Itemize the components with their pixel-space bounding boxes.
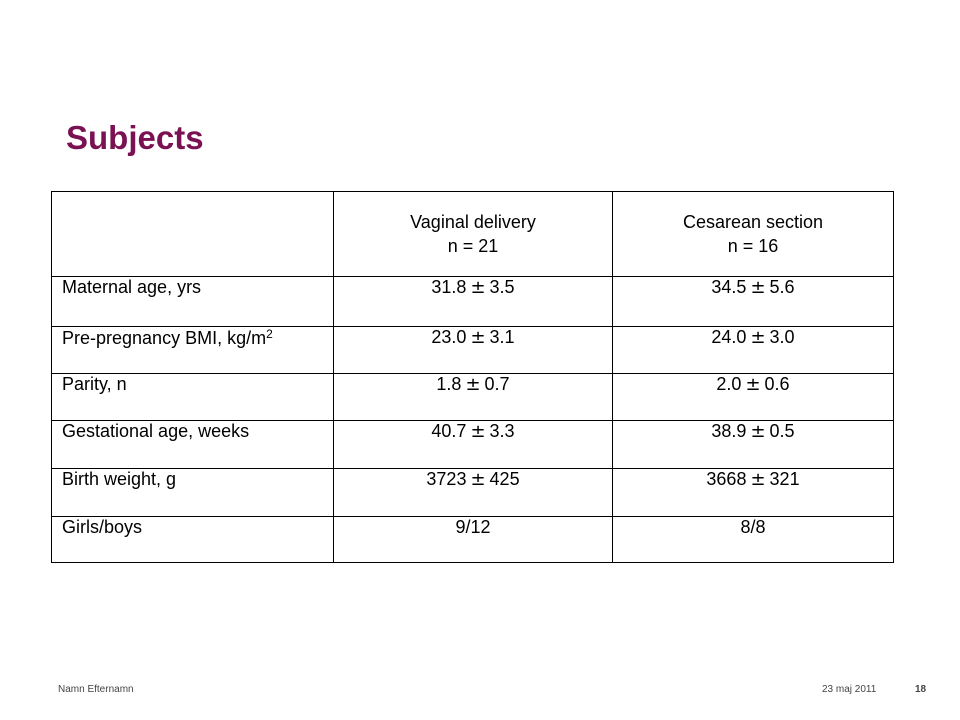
value-sd: 0.7 [484,374,510,394]
value-sd: 3.1 [489,327,515,347]
cesarean-value: 3668 ±321 [612,468,894,517]
value-mean: 1.8 [436,374,462,394]
value-mean: 3723 [426,469,467,489]
vaginal-value: 23.0 ±3.1 [333,326,613,374]
value-mean: 24.0 [711,327,747,347]
header-empty-cell [51,191,334,277]
row-label: Gestational age, weeks [51,420,334,469]
value-sd: 0.6 [764,374,790,394]
table-row: Parity, n 1.8 ±0.7 2.0 ±0.6 [51,373,894,421]
value-sd: 3.3 [489,421,515,441]
value-mean: 2.0 [716,374,742,394]
superscript-2: 2 [266,327,273,341]
footer-page-number: 18 [915,684,927,695]
value-sd: 3.0 [769,327,795,347]
table-row: Gestational age, weeks 40.7 ±3.3 38.9 ±0.5 [51,420,894,469]
table-header-row: Vaginal delivery n = 21 Cesarean section… [51,191,894,277]
table-row: Birth weight, g 3723 ±425 3668 ±321 [51,468,894,517]
value-mean: 40.7 [431,421,467,441]
plus-minus-symbol: ± [750,421,766,442]
table-row: Maternal age, yrs 31.8 ±3.5 34.5 ±5.6 [51,276,894,327]
row-label: Birth weight, g [51,468,334,517]
plus-minus-symbol: ± [470,277,486,298]
value-mean: 34.5 [711,277,747,297]
plus-minus-symbol: ± [470,469,486,490]
value-mean: 31.8 [431,277,467,297]
value-sd: 0.5 [769,421,795,441]
header-cesarean-title: Cesarean section [682,212,824,232]
value-sd: 5.6 [769,277,795,297]
header-vaginal-title: Vaginal delivery [410,212,536,232]
vaginal-value: 3723 ±425 [333,468,613,517]
row-label: Parity, n [51,373,334,421]
footer-date: 23 maj 2011 [822,684,877,695]
header-vaginal-delivery: Vaginal delivery n = 21 [333,191,613,277]
plus-minus-symbol: ± [750,277,766,298]
vaginal-value: 1.8 ±0.7 [333,373,613,421]
plus-minus-symbol: ± [470,327,486,348]
plus-minus-symbol: ± [750,469,766,490]
cesarean-value: 8/8 [612,516,894,563]
subjects-table: Vaginal delivery n = 21 Cesarean section… [51,191,894,563]
table-row: Girls/boys 9/12 8/8 [51,516,894,563]
vaginal-value: 9/12 [333,516,613,563]
value-mean: 38.9 [711,421,747,441]
vaginal-value: 40.7 ±3.3 [333,420,613,469]
plus-minus-symbol: ± [750,327,766,348]
row-label: Girls/boys [51,516,334,563]
header-cesarean-section: Cesarean section n = 16 [612,191,894,277]
value-sd: 3.5 [489,277,515,297]
value-sd: 321 [769,469,800,489]
value-sd: 425 [489,469,520,489]
footer-author: Namn Efternamn [58,684,134,695]
plus-minus-symbol: ± [470,421,486,442]
row-label: Pre-pregnancy BMI, kg/m2 [51,326,334,374]
plus-minus-symbol: ± [465,374,481,395]
value-mean: 23.0 [431,327,467,347]
slide-title: Subjects [66,119,204,156]
plus-minus-symbol: ± [745,374,761,395]
header-cesarean-n: n = 16 [727,236,779,256]
row-label: Maternal age, yrs [51,276,334,327]
vaginal-value: 31.8 ±3.5 [333,276,613,327]
cesarean-value: 34.5 ±5.6 [612,276,894,327]
cesarean-value: 24.0 ±3.0 [612,326,894,374]
table-row: Pre-pregnancy BMI, kg/m2 23.0 ±3.1 24.0 ±3… [51,326,894,374]
cesarean-value: 2.0 ±0.6 [612,373,894,421]
row-label-text: Pre-pregnancy BMI, kg/m [62,328,267,348]
header-vaginal-n: n = 21 [447,236,499,256]
value-mean: 3668 [706,469,747,489]
cesarean-value: 38.9 ±0.5 [612,420,894,469]
